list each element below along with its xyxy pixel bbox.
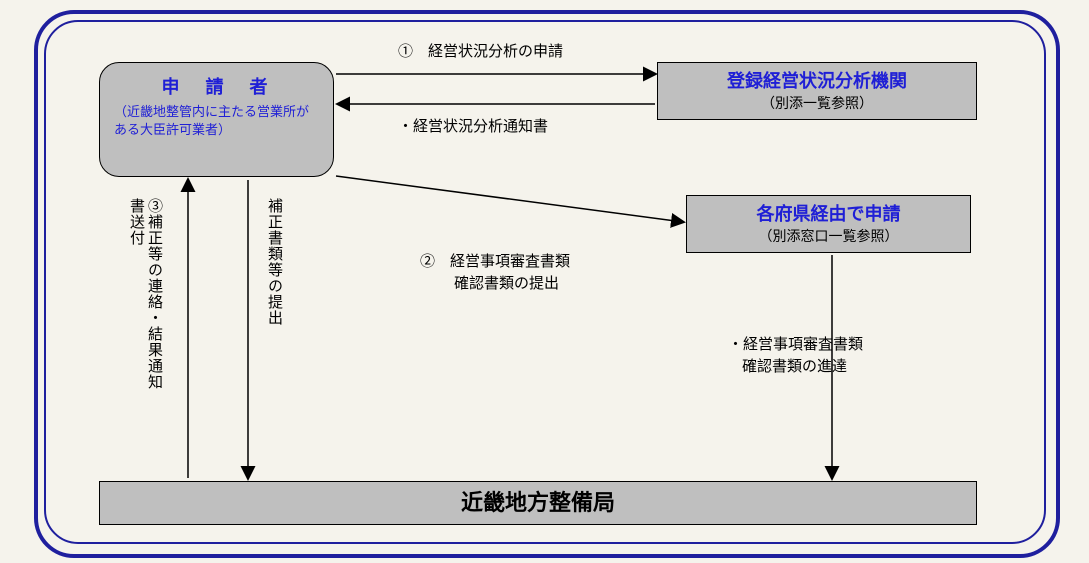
node-kinki-title: 近畿地方整備局 [461, 490, 615, 515]
diagram-canvas: 申 請 者 （近畿地整管内に主たる営業所がある大臣許可業者） 登録経営状況分析機… [0, 0, 1089, 563]
label-step2-line1: ② 経営事項審査書類 [420, 250, 570, 271]
node-analysis-org: 登録経営状況分析機関 （別添一覧参照） [657, 62, 977, 120]
node-prefecture: 各府県経由で申請 （別添窓口一覧参照） [686, 195, 971, 253]
label-forward-line2: 確認書類の進達 [742, 355, 847, 376]
node-applicant-title: 申 請 者 [114, 73, 319, 99]
node-applicant-subtitle: （近畿地整管内に主たる営業所がある大臣許可業者） [114, 103, 319, 138]
node-prefecture-title: 各府県経由で申請 [693, 200, 964, 226]
label-forward-line1: ・経営事項審査書類 [728, 333, 863, 354]
node-applicant: 申 請 者 （近畿地整管内に主たる営業所がある大臣許可業者） [99, 62, 334, 177]
node-kinki: 近畿地方整備局 [99, 481, 977, 525]
node-analysis-org-title: 登録経営状況分析機関 [664, 67, 970, 93]
label-step2-line2: 確認書類の提出 [454, 272, 559, 293]
label-v-right: 補正書類等の提出 [264, 198, 285, 418]
node-prefecture-subtitle: （別添窓口一覧参照） [693, 226, 964, 246]
label-v-left-a: ③補正等の連絡・結果通知 [144, 198, 165, 468]
label-step1: ① 経営状況分析の申請 [398, 40, 563, 61]
label-notice1: ・経営状況分析通知書 [398, 115, 548, 136]
node-analysis-org-subtitle: （別添一覧参照） [664, 93, 970, 113]
label-v-left-b: 書送付 [126, 198, 147, 246]
